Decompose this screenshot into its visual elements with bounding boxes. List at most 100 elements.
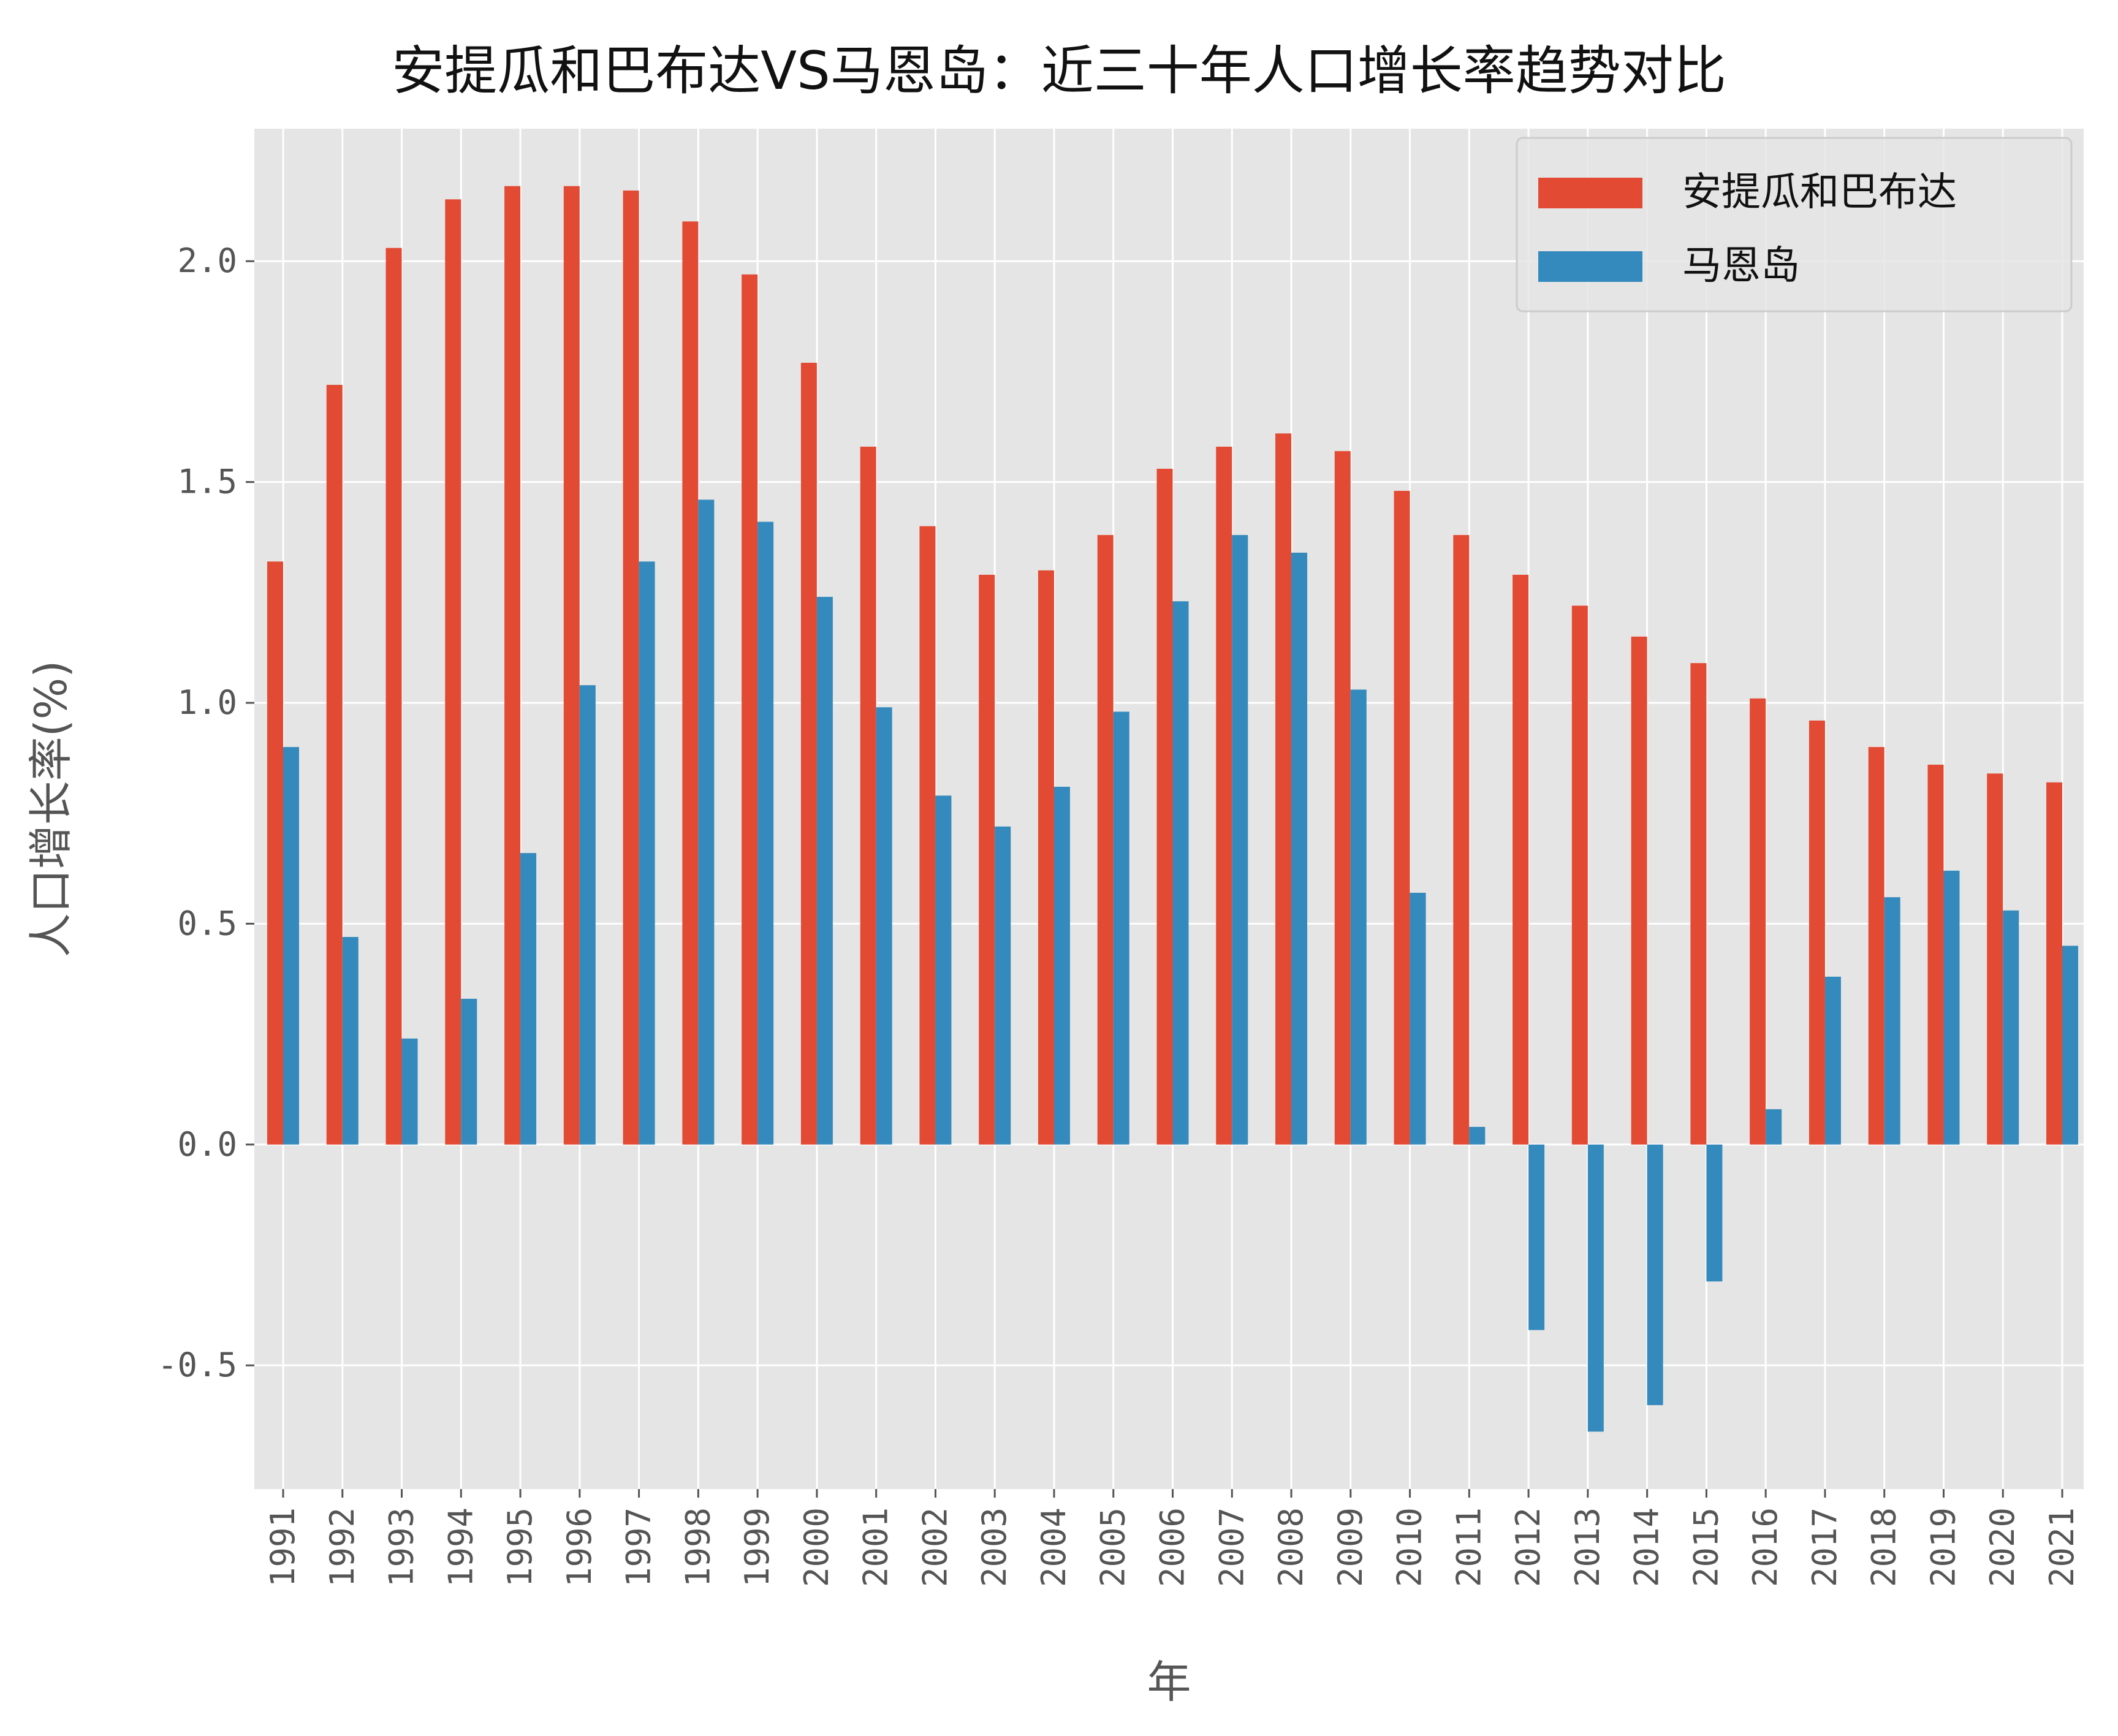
- bar-isle-of-man-2018: [1884, 897, 1900, 1145]
- bar-antigua-2007: [1216, 446, 1232, 1145]
- x-tick-label: 1994: [441, 1507, 480, 1587]
- x-tick-label: 2010: [1391, 1507, 1429, 1587]
- bar-isle-of-man-2005: [1113, 711, 1129, 1145]
- bar-antigua-2020: [1987, 773, 2003, 1145]
- x-tick-label: 1991: [264, 1507, 302, 1587]
- bar-antigua-2000: [800, 363, 817, 1145]
- x-tick-label: 1993: [382, 1507, 421, 1587]
- bar-isle-of-man-1997: [639, 561, 655, 1145]
- legend-swatch-isle-of-man: [1538, 251, 1642, 282]
- x-tick-label: 2020: [1983, 1507, 2022, 1587]
- bar-isle-of-man-2001: [876, 707, 892, 1145]
- bar-antigua-2004: [1038, 570, 1054, 1145]
- bar-antigua-2003: [979, 574, 995, 1145]
- legend-label-isle-of-man: 马恩岛: [1682, 243, 1800, 289]
- bar-antigua-1999: [742, 274, 758, 1145]
- x-tick-label: 1995: [501, 1507, 539, 1587]
- bar-antigua-2006: [1156, 469, 1173, 1145]
- bar-antigua-2019: [1927, 764, 1944, 1145]
- bar-isle-of-man-2008: [1291, 552, 1308, 1145]
- x-tick-label: 2013: [1568, 1507, 1607, 1587]
- y-tick-label: 1.0: [177, 683, 237, 722]
- bar-antigua-2008: [1275, 433, 1292, 1145]
- bar-isle-of-man-2016: [1766, 1109, 1782, 1145]
- x-tick-label: 1996: [560, 1507, 599, 1587]
- x-tick-label: 2001: [857, 1507, 895, 1587]
- bar-isle-of-man-2002: [935, 795, 952, 1145]
- x-tick-label: 2019: [1924, 1507, 1962, 1587]
- x-tick-label: 2004: [1034, 1507, 1073, 1587]
- x-tick-label: 2006: [1153, 1507, 1192, 1587]
- bar-antigua-2011: [1453, 535, 1470, 1145]
- bar-antigua-1996: [563, 186, 580, 1145]
- x-tick-label: 2007: [1212, 1507, 1251, 1587]
- bar-antigua-2009: [1334, 451, 1351, 1145]
- x-tick-label: 2003: [975, 1507, 1014, 1587]
- legend-swatch-antigua: [1538, 178, 1642, 208]
- x-tick-label: 2009: [1331, 1507, 1370, 1587]
- y-tick-label: 2.0: [177, 241, 237, 280]
- x-tick-label: 2002: [916, 1507, 954, 1587]
- bar-isle-of-man-2015: [1706, 1144, 1723, 1282]
- bar-isle-of-man-1995: [520, 853, 537, 1145]
- x-axis-label: 年: [1147, 1656, 1191, 1708]
- bar-antigua-1994: [445, 199, 461, 1145]
- bar-antigua-2015: [1690, 663, 1707, 1145]
- bar-isle-of-man-2010: [1410, 892, 1426, 1145]
- bar-isle-of-man-2011: [1469, 1126, 1486, 1145]
- legend-box: [1516, 137, 2073, 313]
- y-tick-label: 0.0: [177, 1125, 237, 1164]
- bar-isle-of-man-1996: [579, 685, 596, 1145]
- x-tick-label: 2018: [1865, 1507, 1904, 1587]
- y-tick-label: 0.5: [177, 904, 237, 942]
- x-tick-label: 1997: [620, 1507, 658, 1587]
- bar-isle-of-man-1994: [461, 998, 477, 1145]
- bar-antigua-2010: [1394, 491, 1410, 1145]
- bar-isle-of-man-1998: [698, 499, 715, 1145]
- bar-isle-of-man-2000: [816, 597, 833, 1145]
- y-tick-label: 1.5: [177, 463, 237, 501]
- bar-isle-of-man-2017: [1824, 976, 1841, 1145]
- x-tick-label: 1992: [323, 1507, 362, 1587]
- bar-antigua-1992: [326, 385, 343, 1145]
- bar-antigua-1998: [682, 221, 699, 1145]
- bar-isle-of-man-2019: [1943, 870, 1960, 1145]
- x-tick-label: 2021: [2043, 1507, 2081, 1587]
- x-tick-label: 2015: [1687, 1507, 1725, 1587]
- bars: [267, 186, 2078, 1432]
- bar-isle-of-man-2004: [1053, 786, 1070, 1145]
- bar-isle-of-man-2013: [1587, 1144, 1604, 1432]
- bar-isle-of-man-2003: [995, 826, 1011, 1145]
- x-tick-label: 2012: [1509, 1507, 1547, 1587]
- bar-isle-of-man-1993: [401, 1038, 418, 1145]
- bar-antigua-1995: [504, 186, 521, 1145]
- bar-antigua-2001: [860, 446, 876, 1145]
- x-tick-label: 1999: [738, 1507, 776, 1587]
- bar-antigua-2005: [1097, 535, 1114, 1145]
- bar-isle-of-man-1991: [283, 747, 299, 1145]
- legend: 安提瓜和巴布达 马恩岛: [1516, 137, 2073, 313]
- bar-antigua-2013: [1571, 605, 1588, 1145]
- x-tick-label: 2008: [1272, 1507, 1310, 1587]
- x-tick-label: 2014: [1628, 1507, 1666, 1587]
- y-axis-label: 人口增长率(%): [25, 661, 77, 958]
- bar-isle-of-man-2012: [1528, 1144, 1545, 1330]
- bar-isle-of-man-2009: [1350, 689, 1367, 1145]
- x-tick-label: 2005: [1094, 1507, 1133, 1587]
- bar-isle-of-man-2007: [1232, 535, 1248, 1145]
- bar-antigua-2014: [1631, 636, 1647, 1145]
- chart-title: 安提瓜和巴布达VS马恩岛：近三十年人口增长率趋势对比: [392, 40, 1726, 102]
- legend-label-antigua: 安提瓜和巴布达: [1682, 170, 1957, 215]
- bar-isle-of-man-2020: [2003, 910, 2019, 1145]
- bar-isle-of-man-2006: [1172, 601, 1189, 1145]
- x-tick-label: 2000: [797, 1507, 836, 1587]
- bar-antigua-2016: [1750, 698, 1766, 1145]
- x-tick-label: 1998: [678, 1507, 717, 1587]
- bar-antigua-2012: [1513, 574, 1529, 1145]
- x-tick-label: 2017: [1805, 1507, 1844, 1587]
- bar-antigua-2017: [1809, 720, 1825, 1145]
- bar-antigua-1997: [623, 190, 639, 1145]
- bar-antigua-2021: [2046, 782, 2062, 1145]
- bar-antigua-2002: [919, 526, 936, 1145]
